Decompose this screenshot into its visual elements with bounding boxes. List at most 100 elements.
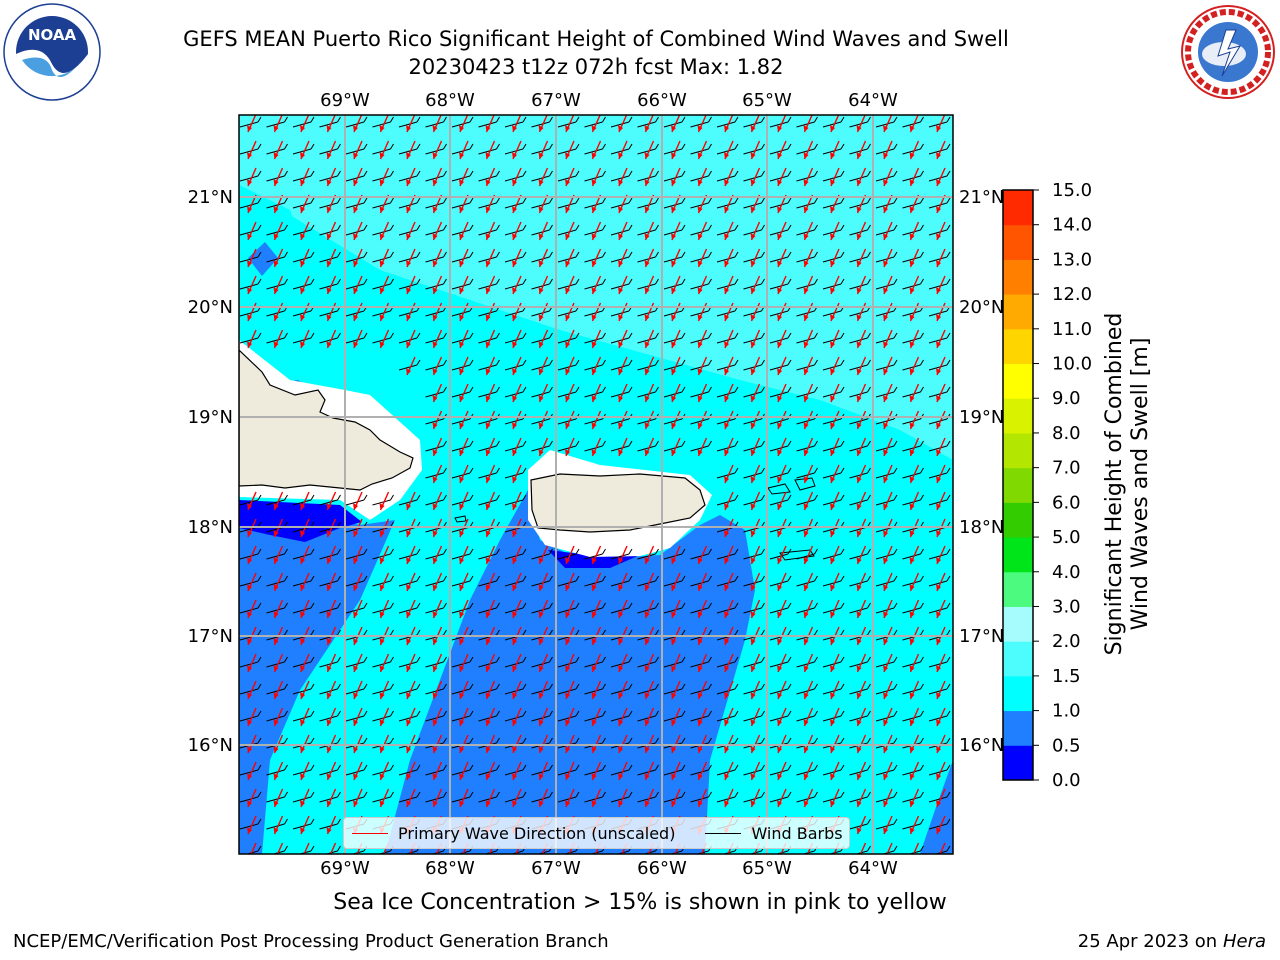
wind-barb — [451, 337, 471, 344]
wind-barb — [769, 688, 789, 695]
wind-barb — [637, 229, 656, 236]
wind-barb — [663, 580, 683, 587]
wind-barb — [690, 796, 709, 803]
wind-barb — [769, 769, 789, 776]
wind-barb — [849, 256, 868, 263]
wind-barb — [319, 769, 338, 776]
wind-barb — [557, 337, 577, 344]
wind-barb — [637, 121, 656, 128]
wind-barb — [531, 688, 550, 695]
wind-barb — [531, 337, 550, 344]
wind-barb — [531, 229, 550, 236]
wind-barb — [769, 229, 789, 236]
wind-barb — [451, 553, 471, 560]
wind-barb — [425, 337, 444, 344]
wind-barb — [398, 229, 418, 236]
wind-barb — [584, 310, 603, 317]
wind-barb — [690, 445, 709, 452]
wind-barb — [610, 175, 630, 182]
wind-barb — [822, 256, 842, 263]
wind-barb — [292, 310, 312, 317]
wind-barb — [425, 256, 444, 263]
wind-barb — [504, 607, 524, 614]
footer-branch: NCEP/EMC/Verification Post Processing Pr… — [13, 931, 609, 952]
wind-barb — [928, 661, 948, 668]
wind-barb — [610, 445, 630, 452]
wind-barb — [372, 337, 391, 344]
wind-barb — [928, 472, 948, 479]
colorbar-frame — [1002, 189, 1034, 781]
wind-barb — [769, 715, 789, 722]
wind-barb — [663, 715, 683, 722]
wind-barb — [690, 418, 709, 425]
lon-tick-label: 64°W — [848, 858, 898, 879]
wind-barb — [690, 310, 709, 317]
wind-barb — [796, 796, 815, 803]
wind-barb — [637, 202, 656, 209]
footer-host: Hera — [1222, 931, 1266, 952]
wind-barb — [690, 148, 709, 155]
wind-barb — [743, 364, 762, 371]
wind-barb — [398, 283, 418, 290]
wind-barb — [690, 580, 709, 587]
wave-direction-arrow — [859, 842, 867, 854]
wind-barb — [769, 796, 789, 803]
wind-barb — [319, 337, 338, 344]
wind-barb — [531, 256, 550, 263]
wind-barb — [531, 445, 550, 452]
wind-barb — [266, 337, 285, 344]
wind-barb — [610, 337, 630, 344]
wind-barb — [504, 553, 524, 560]
wind-barb — [425, 364, 444, 371]
wind-barb — [716, 283, 736, 290]
wind-barb — [928, 445, 948, 452]
wind-barb — [319, 229, 338, 236]
wind-barb — [716, 391, 736, 398]
wind-barb — [822, 796, 842, 803]
wind-barb — [425, 283, 444, 290]
wind-barb — [531, 607, 550, 614]
wind-barb — [928, 418, 948, 425]
wind-barb — [849, 472, 868, 479]
wind-barb — [398, 553, 418, 560]
lon-tick-label: 68°W — [425, 858, 475, 879]
wind-barb — [902, 715, 921, 722]
wind-barb — [769, 364, 789, 371]
wind-barb — [451, 202, 471, 209]
wind-barb — [451, 283, 471, 290]
lon-tick-label: 67°W — [531, 858, 581, 879]
wind-barb — [292, 769, 312, 776]
wind-barb — [239, 283, 259, 290]
wind-barb — [504, 283, 524, 290]
wind-barb — [292, 580, 312, 587]
wind-barb — [557, 661, 577, 668]
wind-barb — [292, 121, 312, 128]
wind-barb — [319, 310, 338, 317]
wind-barb — [531, 580, 550, 587]
wind-barb — [875, 769, 895, 776]
wind-barb — [822, 607, 842, 614]
wind-barb — [928, 229, 948, 236]
wind-barb — [716, 337, 736, 344]
wind-barb — [822, 688, 842, 695]
colorbar-segment — [1003, 224, 1033, 260]
wind-barb — [425, 715, 444, 722]
colorbar-tick-label: 0.0 — [1052, 770, 1081, 791]
wind-barb — [743, 553, 762, 560]
wind-barb — [398, 607, 418, 614]
wind-barb — [902, 175, 921, 182]
wind-barb — [690, 607, 709, 614]
black-line-icon — [705, 832, 742, 834]
wind-barb — [743, 769, 762, 776]
wind-barb — [743, 607, 762, 614]
wind-barb — [451, 229, 471, 236]
wind-barb — [372, 148, 391, 155]
wind-barb — [504, 391, 524, 398]
wind-barb — [319, 283, 338, 290]
wind-barb — [372, 661, 391, 668]
wind-barb — [928, 553, 948, 560]
wind-barb — [398, 337, 418, 344]
wind-barb — [398, 148, 418, 155]
wind-barb — [451, 418, 471, 425]
wind-barb — [743, 688, 762, 695]
